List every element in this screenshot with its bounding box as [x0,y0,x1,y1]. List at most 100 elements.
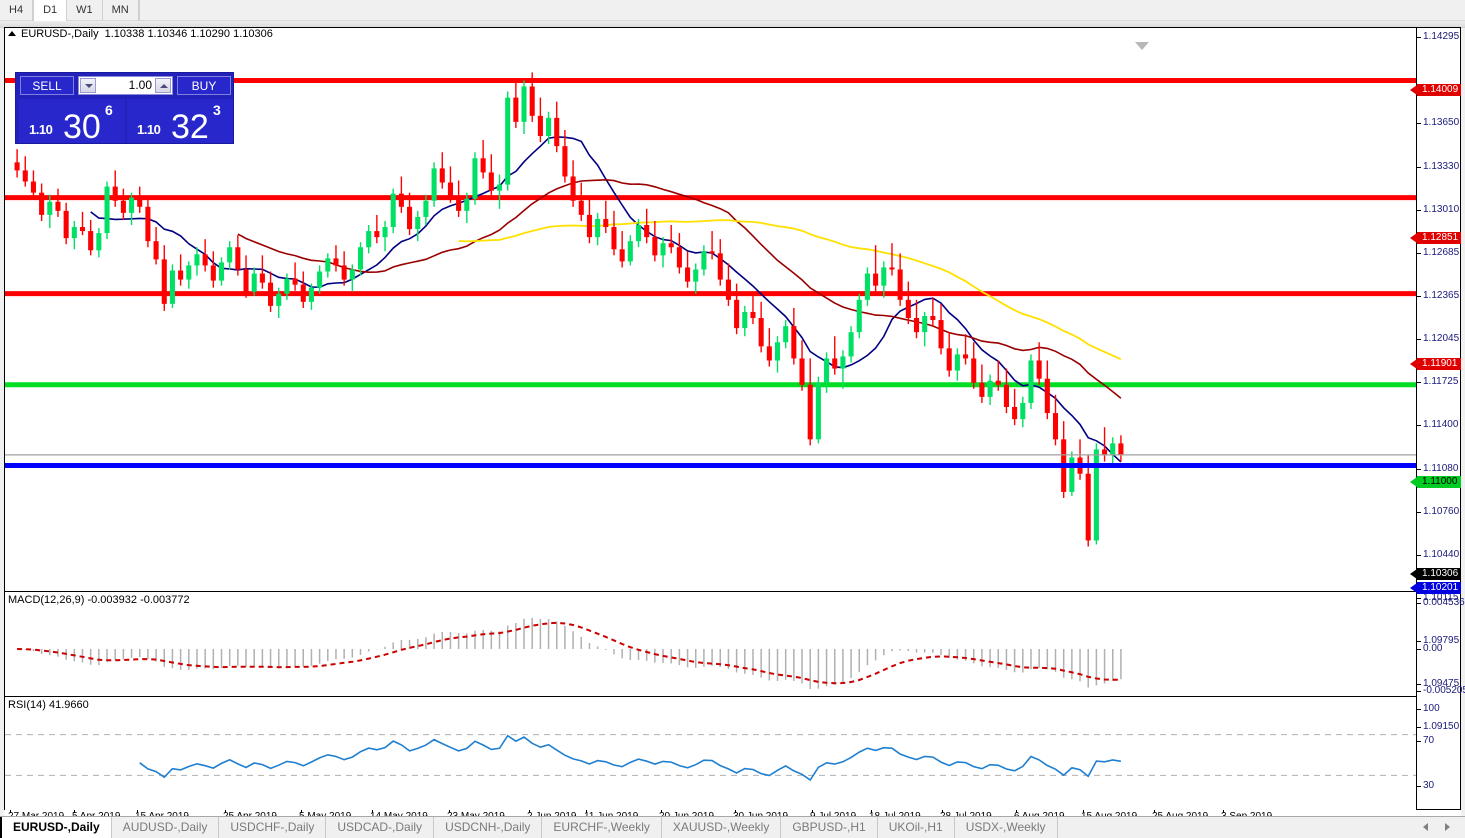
scroll-right-icon[interactable] [1445,823,1450,831]
date-tick [812,810,813,813]
one-click-trading-panel: SELL 1.00 BUY 1.10 30 6 1.10 32 3 [15,72,234,144]
buy-price-quote[interactable]: 1.10 32 3 [127,99,233,143]
price-marker-label-red[interactable]: 1.14009 [1410,84,1461,96]
chart-tab-4[interactable]: USDCNH-,Daily [434,817,543,838]
date-tick [661,810,662,813]
timeframe-tab-w1[interactable]: W1 [67,0,103,21]
volume-stepper[interactable]: 1.00 [78,76,173,95]
date-tick [586,810,587,813]
scale-tick [1417,598,1421,599]
scale-tick [1417,339,1421,340]
scale-tick-label: 1.09795 [1423,635,1460,646]
scale-tick [1417,691,1421,692]
sell-price-quote[interactable]: 1.10 30 6 [19,99,125,143]
price-marker-label-blue[interactable]: 1.10201 [1410,582,1461,594]
sell-button[interactable]: SELL [20,76,74,95]
scale-tick-label: 1.09475 [1423,678,1460,689]
price-marker-label-red[interactable]: 1.11901 [1410,358,1461,370]
date-tick [735,810,736,813]
price-marker-label-red[interactable]: 1.12851 [1410,232,1461,244]
timeframe-toolbar: H4 D1 W1 MN [0,0,1465,21]
chart-tab-8[interactable]: UKOil-,H1 [878,817,955,838]
price-marker-arrow-icon [1410,85,1417,95]
chart-window: EURUSD-,Daily 1.10338 1.10346 1.10290 1.1… [4,27,1465,823]
chart-tab-9[interactable]: USDX-,Weekly [955,817,1058,838]
scale-tick [1417,296,1421,297]
volume-decrease-button[interactable] [80,78,96,93]
price-chart-canvas [5,72,1416,547]
chart-symbol-label: EURUSD-,Daily [21,28,99,40]
timeframe-tab-h4[interactable]: H4 [0,0,34,21]
date-tick [74,810,75,813]
price-marker-arrow-icon [1410,477,1417,487]
rsi-canvas [5,734,1416,782]
chart-header: EURUSD-,Daily 1.10338 1.10346 1.10290 1.1… [5,28,1416,41]
trade-panel-controls-row: SELL 1.00 BUY [16,73,235,97]
date-tick [372,810,373,813]
scale-tick-label: 0.004536 [1423,597,1465,608]
price-scale[interactable]: 1.14295 1.13650 1.13330 1.13010 1.12685 1.123… [1410,28,1465,823]
date-tick [942,810,943,813]
price-marker-arrow-icon [1410,569,1417,579]
volume-value[interactable]: 1.00 [128,78,152,92]
scale-tick [1417,210,1421,211]
scale-tick-label: 1.11400 [1423,419,1459,430]
scale-tick [1417,253,1421,254]
date-tick [10,810,11,813]
price-marker-arrow-icon [1410,233,1417,243]
price-chart-pane[interactable] [5,41,1416,592]
timeframe-tab-mn[interactable]: MN [103,0,139,21]
volume-increase-button[interactable] [155,78,171,93]
buy-price-prefix: 1.10 [137,122,161,137]
sell-price-prefix: 1.10 [29,122,53,137]
date-tick [529,810,530,813]
chart-top-marker-icon [1135,42,1149,50]
scale-tick-label: -0.005205 [1423,685,1465,696]
rsi-indicator-pane[interactable]: RSI(14) 41.9660 [5,698,1416,811]
chart-tab-6[interactable]: XAUUSD-,Weekly [662,817,782,838]
macd-label: MACD(12,26,9) -0.003932 -0.003772 [8,594,190,606]
scroll-left-icon[interactable] [1423,823,1428,831]
date-tick [449,810,450,813]
scale-tick-label: 1.14295 [1423,31,1460,42]
scale-tick [1417,167,1421,168]
scale-tick-label: 1.10760 [1423,506,1460,517]
scale-tick [1417,603,1421,604]
chart-tab-2[interactable]: USDCHF-,Daily [219,817,327,838]
price-marker-label-black[interactable]: 1.10306 [1410,568,1461,580]
scale-tick-label: 1.12685 [1423,247,1460,258]
buy-price-main: 32 [171,108,209,143]
scale-tick [1417,649,1421,650]
chart-tab-0[interactable]: EURUSD-,Daily [0,817,112,838]
chart-tab-5[interactable]: EURCHF-,Weekly [542,817,662,838]
chart-tab-3[interactable]: USDCAD-,Daily [326,817,435,838]
scale-tick [1417,727,1421,728]
date-tick [1154,810,1155,813]
collapse-triangle-icon[interactable] [8,30,16,36]
scale-tick [1417,786,1421,787]
toolbar-end-divider [138,0,140,21]
scale-tick-label: 1.10115 [1423,592,1459,603]
scale-tick-label: 0.00 [1423,643,1443,654]
scale-tick-label: 1.13650 [1423,117,1460,128]
macd-indicator-pane[interactable]: MACD(12,26,9) -0.003932 -0.003772 [5,593,1416,697]
buy-button[interactable]: BUY [177,76,231,95]
price-marker-arrow-icon [1410,583,1417,593]
price-marker-arrow-icon [1410,359,1417,369]
timeframe-tab-d1[interactable]: D1 [33,0,68,21]
scale-tick [1417,425,1421,426]
chart-tab-1[interactable]: AUDUSD-,Daily [112,817,220,838]
tab-scroll-controls[interactable] [1415,820,1461,835]
date-tick [871,810,872,813]
sell-price-main: 30 [63,108,101,143]
scale-tick-label: 1.13330 [1423,161,1460,172]
scale-tick [1417,123,1421,124]
scale-tick [1417,741,1421,742]
price-marker-label-green[interactable]: 1.11000 [1410,476,1461,488]
chart-tab-7[interactable]: GBPUSD-,H1 [781,817,878,838]
scale-tick [1417,37,1421,38]
scale-tick-label: 1.13010 [1423,204,1460,215]
scale-tick [1417,709,1421,710]
chart-ohlc-values: 1.10338 1.10346 1.10290 1.10306 [104,28,273,40]
